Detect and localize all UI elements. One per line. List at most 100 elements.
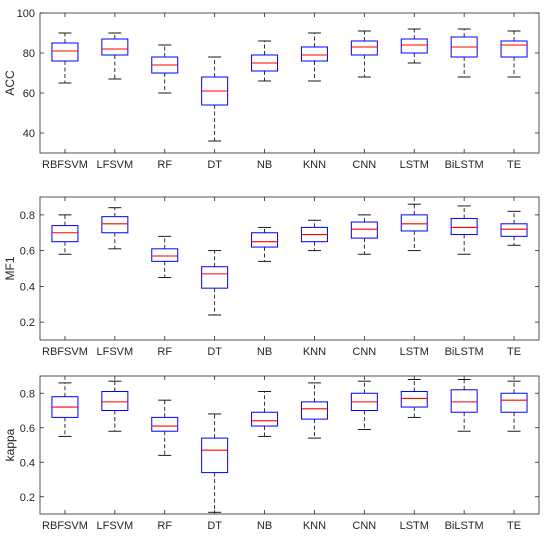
x-tick-label: CNN [352,159,376,171]
iqr-box [101,216,129,234]
box-dt [201,250,229,316]
x-tick-label: TE [507,520,521,532]
iqr-box [500,40,528,58]
iqr-box [450,217,478,236]
box-lfsvm [101,207,129,250]
box-cnn [350,30,378,78]
y-tick-label: 0.6 [20,246,35,258]
box-bilstm [450,379,478,432]
box-knn [300,32,328,82]
y-tick-label: 40 [23,128,35,140]
iqr-box [350,40,378,56]
x-tick-label: KNN [303,520,326,532]
y-tick-label: 60 [23,88,35,100]
axes-frame [39,196,540,341]
axes-frame [39,12,540,154]
box-te [500,380,528,432]
iqr-box [300,401,328,420]
x-tick-label: LSTM [400,159,429,171]
x-tick-label: BiLSTM [445,520,484,532]
box-knn [300,382,328,439]
x-tick-label: BiLSTM [445,159,484,171]
box-lstm [400,203,428,252]
x-tick-label: RBFSVM [42,159,88,171]
x-tick-label: LSTM [400,520,429,532]
box-dt [201,56,229,142]
iqr-box [151,248,179,262]
x-tick-label: RBFSVM [42,346,88,358]
x-tick-label: RF [157,520,172,532]
y-tick-label: 0.6 [20,423,35,435]
x-tick-label: CNN [352,520,376,532]
x-tick-label: RF [157,346,172,358]
x-tick-label: TE [507,159,521,171]
iqr-box [400,38,428,54]
box-rf [151,44,179,94]
box-rf [151,399,179,456]
box-bilstm [450,28,478,78]
box-te [500,30,528,78]
box-rbfsvm [51,214,79,255]
x-tick-label: LFSVM [97,346,134,358]
y-tick-label: 0.2 [20,317,35,329]
iqr-box [300,46,328,62]
iqr-box [51,225,79,243]
iqr-box [251,232,279,248]
box-nb [251,391,279,437]
panel-kappa: 0.2 0.4 0.6 0.8 kappa RBFSVM LFSVM RF DT NB KNN CNN… [3,375,540,532]
x-tick-label: DT [207,346,222,358]
x-tick-label: BiLSTM [445,346,484,358]
y-tick-label: 100 [17,8,35,20]
box-rbfsvm [51,32,79,84]
iqr-box [201,437,229,474]
box-bilstm [450,205,478,255]
axes-frame [39,375,540,515]
box-lfsvm [101,380,129,432]
iqr-box [400,391,428,408]
x-tick-label: LFSVM [97,159,134,171]
box-cnn [350,214,378,255]
x-tick-label: NB [257,520,272,532]
x-tick-label: KNN [303,159,326,171]
iqr-box [201,266,229,289]
box-lstm [400,379,428,418]
x-tick-label: DT [207,159,222,171]
iqr-box [350,221,378,239]
iqr-box [151,416,179,432]
y-axis-label: MF1 [3,256,17,280]
iqr-box [251,411,279,427]
x-tick-label: RBFSVM [42,520,88,532]
iqr-box [450,389,478,413]
y-tick-label: 0.8 [20,388,35,400]
box-te [500,210,528,246]
y-tick-label: 0.8 [20,210,35,222]
x-tick-label: RF [157,159,172,171]
box-rbfsvm [51,382,79,437]
panel-mf1: 0.2 0.4 0.6 0.8 MF1 RBFSVM LFSVM RF DT NB KNN CNN LS… [3,196,540,358]
box-knn [300,219,328,252]
x-tick-label: KNN [303,346,326,358]
iqr-box [101,38,129,56]
box-cnn [350,380,378,430]
box-dt [201,413,229,513]
box-nb [251,40,279,82]
iqr-box [500,392,528,413]
x-tick-label: NB [257,346,272,358]
y-axis-label: ACC [3,70,17,96]
x-tick-label: DT [207,520,222,532]
box-rf [151,235,179,278]
box-nb [251,226,279,262]
box-lstm [400,28,428,64]
y-tick-label: 0.4 [20,281,35,293]
y-tick-label: 80 [23,48,35,60]
box-lfsvm [101,32,129,80]
x-tick-label: CNN [352,346,376,358]
y-axis-label: kappa [3,428,17,461]
x-tick-label: TE [507,346,521,358]
iqr-box [400,214,428,232]
iqr-box [51,42,79,62]
iqr-box [101,391,129,411]
x-tick-label: NB [257,159,272,171]
panel-acc: 40 60 80 100 ACC RBFSVM LFSVM RF DT NB KNN CNN LSTM B… [3,8,540,171]
